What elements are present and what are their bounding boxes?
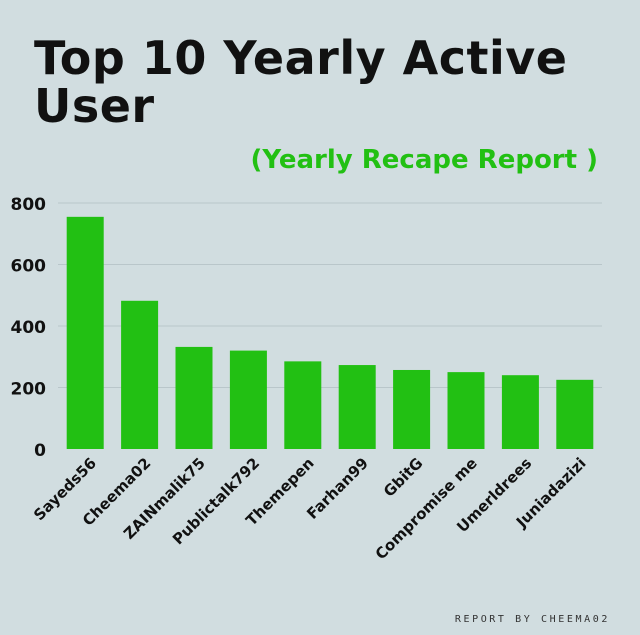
y-axis-ticks: 0 200 400 600 800 <box>11 195 47 461</box>
y-tick-label: 200 <box>11 380 47 400</box>
bar <box>175 346 213 449</box>
bar-chart: 0 200 400 600 800 Sayeds56Cheema02ZAINmalik7… <box>11 195 602 563</box>
bar <box>338 365 376 449</box>
bar <box>229 350 267 449</box>
y-tick-label: 400 <box>11 318 47 338</box>
y-tick-label: 0 <box>34 441 46 461</box>
chart-title: Top 10 Yearly Active User <box>34 31 568 133</box>
x-tick-label: Compromise me <box>372 454 481 563</box>
bar <box>393 369 431 449</box>
y-tick-label: 800 <box>11 195 47 215</box>
x-tick-label: GbitG <box>380 454 426 500</box>
report-credit: REPORT BY CHEEMA02 <box>454 614 610 625</box>
bars <box>66 216 594 449</box>
bar <box>121 300 159 449</box>
y-tick-label: 600 <box>11 257 47 277</box>
bar <box>66 216 104 449</box>
bar <box>284 361 322 449</box>
chart-subtitle: (Yearly Recape Report ) <box>250 145 598 175</box>
bar <box>447 372 485 449</box>
bar <box>501 375 539 449</box>
bar <box>556 379 594 449</box>
x-axis-ticks: Sayeds56Cheema02ZAINmalik75Publictalk792… <box>30 454 590 563</box>
